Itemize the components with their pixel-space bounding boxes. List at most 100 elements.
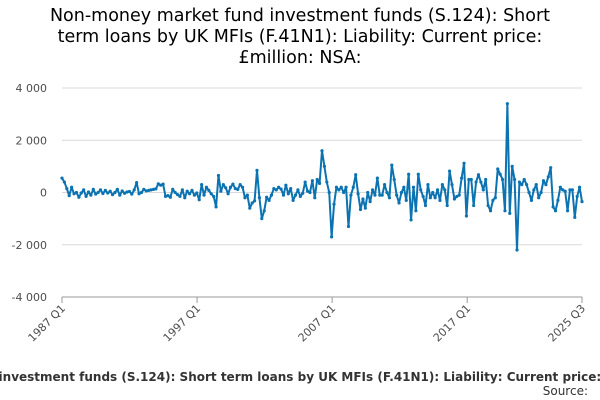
- data-point[interactable]: [378, 193, 382, 197]
- data-point[interactable]: [286, 192, 290, 196]
- data-point[interactable]: [74, 190, 79, 195]
- data-point[interactable]: [337, 188, 341, 192]
- data-point[interactable]: [185, 189, 189, 193]
- data-point[interactable]: [168, 195, 172, 199]
- data-point[interactable]: [457, 193, 461, 197]
- data-point[interactable]: [551, 205, 555, 209]
- data-point[interactable]: [404, 198, 408, 202]
- data-point[interactable]: [496, 167, 500, 171]
- data-point[interactable]: [284, 183, 288, 187]
- data-point[interactable]: [541, 179, 546, 183]
- data-point[interactable]: [445, 203, 449, 208]
- data-point[interactable]: [147, 188, 151, 193]
- data-point[interactable]: [395, 193, 399, 197]
- data-point[interactable]: [240, 185, 245, 189]
- data-point[interactable]: [226, 192, 230, 196]
- data-point[interactable]: [305, 189, 310, 193]
- data-point[interactable]: [387, 196, 392, 200]
- data-point[interactable]: [375, 176, 379, 180]
- data-point[interactable]: [144, 189, 148, 193]
- data-point[interactable]: [539, 190, 543, 195]
- data-point[interactable]: [60, 176, 64, 180]
- data-point[interactable]: [132, 188, 136, 192]
- data-point[interactable]: [106, 191, 110, 195]
- data-point[interactable]: [110, 192, 115, 197]
- data-point[interactable]: [428, 196, 432, 200]
- data-point[interactable]: [346, 224, 351, 229]
- data-point[interactable]: [327, 190, 331, 195]
- data-point[interactable]: [525, 183, 529, 187]
- data-point[interactable]: [265, 195, 269, 199]
- data-point[interactable]: [79, 191, 83, 195]
- data-point[interactable]: [370, 188, 375, 192]
- data-point[interactable]: [382, 183, 387, 187]
- data-point[interactable]: [411, 185, 416, 189]
- data-point[interactable]: [149, 188, 153, 192]
- data-point[interactable]: [207, 188, 211, 193]
- data-point[interactable]: [120, 189, 124, 193]
- data-point[interactable]: [472, 203, 476, 208]
- data-point[interactable]: [561, 188, 565, 192]
- data-point[interactable]: [62, 180, 67, 184]
- data-point[interactable]: [125, 190, 129, 194]
- data-point[interactable]: [385, 190, 389, 195]
- data-point[interactable]: [228, 185, 233, 189]
- data-point[interactable]: [221, 183, 225, 187]
- data-point[interactable]: [113, 190, 117, 195]
- data-point[interactable]: [397, 201, 401, 205]
- data-point[interactable]: [308, 190, 312, 195]
- data-point[interactable]: [443, 188, 447, 192]
- data-point[interactable]: [484, 177, 488, 182]
- data-point[interactable]: [440, 183, 444, 187]
- data-point[interactable]: [573, 215, 577, 219]
- data-point[interactable]: [476, 173, 481, 177]
- data-point[interactable]: [216, 173, 221, 178]
- data-point[interactable]: [175, 192, 180, 197]
- data-point[interactable]: [390, 163, 394, 167]
- data-point[interactable]: [325, 180, 329, 184]
- data-point[interactable]: [498, 172, 502, 176]
- data-point[interactable]: [568, 188, 572, 192]
- data-point[interactable]: [529, 198, 534, 202]
- data-point[interactable]: [245, 193, 249, 197]
- data-point[interactable]: [233, 186, 237, 191]
- data-point[interactable]: [380, 193, 384, 197]
- data-point[interactable]: [94, 192, 98, 196]
- data-point[interactable]: [512, 177, 517, 182]
- data-point[interactable]: [212, 194, 216, 199]
- data-point[interactable]: [522, 177, 526, 182]
- data-point[interactable]: [339, 185, 343, 189]
- data-point[interactable]: [159, 183, 163, 187]
- data-point[interactable]: [163, 194, 168, 199]
- data-point[interactable]: [520, 183, 524, 187]
- data-point[interactable]: [82, 188, 86, 192]
- data-point[interactable]: [544, 183, 548, 187]
- data-point[interactable]: [438, 198, 442, 202]
- data-point[interactable]: [577, 185, 582, 189]
- data-point[interactable]: [399, 190, 404, 195]
- data-point[interactable]: [86, 190, 91, 194]
- data-point[interactable]: [407, 172, 411, 176]
- data-point[interactable]: [570, 188, 574, 192]
- data-point[interactable]: [267, 198, 271, 202]
- data-point[interactable]: [421, 194, 425, 199]
- data-point[interactable]: [402, 185, 406, 189]
- data-point[interactable]: [173, 190, 177, 195]
- data-point[interactable]: [517, 180, 522, 184]
- data-point[interactable]: [296, 188, 300, 192]
- data-point[interactable]: [416, 172, 420, 176]
- data-point[interactable]: [269, 193, 274, 197]
- data-point[interactable]: [313, 196, 317, 200]
- data-point[interactable]: [190, 188, 194, 193]
- data-point[interactable]: [322, 164, 327, 168]
- data-point[interactable]: [546, 175, 550, 179]
- data-point[interactable]: [532, 188, 536, 192]
- data-point[interactable]: [455, 194, 459, 199]
- data-point[interactable]: [303, 180, 307, 184]
- data-point[interactable]: [361, 197, 365, 201]
- data-point[interactable]: [462, 161, 466, 165]
- data-point[interactable]: [130, 192, 134, 196]
- data-point[interactable]: [563, 189, 567, 193]
- data-point[interactable]: [503, 209, 507, 213]
- data-point[interactable]: [301, 191, 305, 195]
